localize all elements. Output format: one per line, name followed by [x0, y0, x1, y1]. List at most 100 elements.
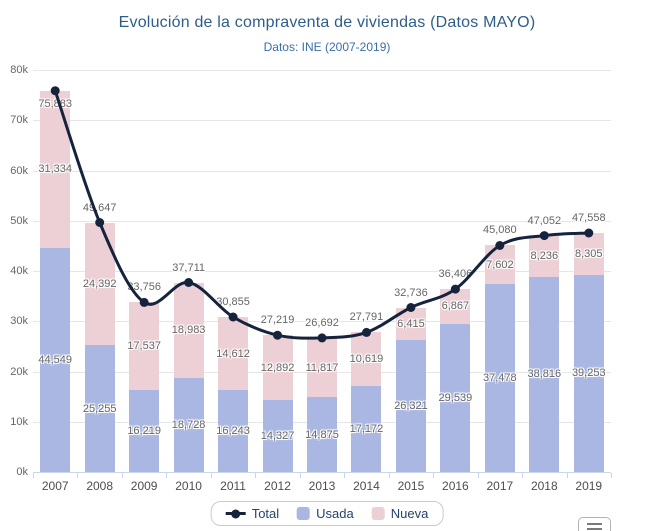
total-point-2018[interactable] [539, 231, 549, 241]
x-axis-label-2013: 2013 [308, 479, 336, 493]
total-point-2008[interactable] [95, 218, 105, 227]
x-axis-line [33, 472, 611, 473]
usada-value-label-2010: 18,728 [171, 418, 206, 431]
total-point-2012[interactable] [273, 330, 282, 340]
x-axis-label-2019: 2019 [575, 479, 603, 493]
total-value-label-2007: 75,883 [38, 97, 73, 110]
legend-label-usada: Usada [316, 506, 354, 521]
total-value-label-2017: 45,080 [483, 224, 517, 237]
nueva-value-label-2016: 6,867 [441, 300, 470, 313]
usada-value-label-2014: 17,172 [349, 422, 384, 435]
x-axis-label-2011: 2011 [220, 479, 246, 493]
y-axis-label: 30k [10, 315, 28, 328]
total-value-label-2014: 27,791 [349, 311, 384, 324]
nueva-value-label-2012: 12,892 [260, 361, 295, 374]
x-axis-label-2009: 2009 [130, 479, 158, 493]
usada-value-label-2017: 37,478 [483, 371, 517, 384]
total-value-label-2012: 27,219 [260, 314, 295, 327]
total-point-2013[interactable] [317, 333, 327, 343]
total-point-2010[interactable] [184, 278, 194, 287]
bar-usada-2011[interactable] [218, 390, 249, 472]
gridline [33, 271, 611, 272]
usada-value-label-2016: 29,539 [438, 391, 473, 404]
usada-value-label-2013: 14,875 [305, 428, 339, 441]
x-axis-tick [77, 473, 79, 478]
gridline [33, 120, 611, 122]
total-point-2007[interactable] [50, 86, 60, 96]
gridline [33, 220, 611, 222]
nueva-value-label-2011: 14,612 [216, 347, 250, 360]
x-axis-label-2018: 2018 [530, 479, 558, 493]
y-axis-label: 70k [10, 114, 28, 127]
total-point-2009[interactable] [139, 297, 149, 307]
bar-nueva-2012[interactable] [262, 335, 293, 400]
bar-usada-2008[interactable] [84, 345, 115, 472]
legend-item-usada[interactable]: Usada [297, 506, 354, 521]
y-axis-label: 10k [10, 415, 28, 428]
x-axis-tick [166, 473, 168, 478]
legend-label-total: Total [251, 506, 280, 521]
y-axis-label: 60k [10, 164, 28, 177]
bar-usada-2013[interactable] [307, 397, 337, 472]
legend-label-nueva: Nueva [390, 506, 429, 521]
usada-value-label-2007: 44,549 [38, 354, 73, 367]
nueva-value-label-2009: 17,537 [127, 340, 161, 353]
bar-usada-2015[interactable] [395, 339, 426, 472]
x-axis-tick [121, 473, 123, 478]
context-menu-button[interactable] [578, 517, 611, 531]
total-value-label-2015: 32,736 [394, 286, 428, 299]
total-point-2017[interactable] [495, 241, 505, 250]
x-axis-label-2010: 2010 [175, 479, 202, 493]
x-axis-tick [210, 473, 212, 478]
nueva-value-label-2010: 18,983 [171, 324, 206, 337]
legend-item-total[interactable]: Total [225, 506, 280, 521]
y-axis-label: 0k [16, 466, 28, 478]
total-point-2016[interactable] [450, 284, 460, 294]
total-value-label-2016: 36,406 [438, 268, 473, 281]
chart-subtitle: Datos: INE (2007-2019) [263, 40, 391, 54]
bar-usada-2014[interactable] [351, 385, 382, 472]
nueva-value-label-2007: 31,334 [38, 163, 73, 176]
hamburger-menu-icon [587, 523, 602, 525]
x-axis-tick [566, 473, 568, 478]
legend-item-nueva[interactable]: Nueva [371, 506, 429, 521]
total-value-label-2010: 37,711 [172, 261, 206, 274]
x-axis-tick [388, 473, 390, 478]
y-axis-label: 40k [10, 265, 28, 277]
usada-value-label-2009: 16,219 [127, 425, 161, 438]
bar-usada-2009[interactable] [129, 390, 160, 472]
nueva-value-label-2008: 24,392 [82, 277, 117, 290]
nueva-value-label-2019: 8,305 [575, 247, 603, 260]
nueva-value-label-2015: 6,415 [397, 317, 425, 330]
usada-value-label-2018: 38,816 [527, 368, 562, 381]
total-point-2014[interactable] [362, 327, 371, 337]
total-line-marker-icon [225, 509, 246, 518]
total-value-label-2008: 49,647 [82, 201, 117, 214]
total-value-label-2009: 33,756 [127, 281, 161, 294]
x-axis-label-2015: 2015 [397, 479, 425, 493]
total-point-2011[interactable] [228, 312, 238, 322]
x-axis-tick [344, 473, 346, 478]
y-axis-label: 80k [10, 64, 28, 76]
x-axis-tick [255, 473, 257, 478]
gridline [33, 70, 611, 71]
bar-nueva-2014[interactable] [351, 332, 382, 386]
x-axis-tick [477, 473, 479, 478]
total-value-label-2019: 47,558 [571, 212, 606, 225]
bar-usada-2010[interactable] [173, 377, 204, 472]
total-point-2015[interactable] [406, 303, 416, 312]
x-axis-tick [299, 473, 301, 478]
total-value-label-2018: 47,052 [527, 214, 562, 227]
bar-usada-2012[interactable] [262, 400, 293, 472]
bar-nueva-2013[interactable] [307, 337, 337, 398]
usada-swatch-icon [297, 507, 311, 520]
x-axis-label-2007: 2007 [41, 479, 69, 493]
y-axis-label: 50k [10, 214, 28, 227]
bar-usada-2016[interactable] [440, 323, 471, 472]
usada-value-label-2012: 14,327 [260, 430, 295, 442]
total-value-label-2011: 30,855 [216, 295, 250, 308]
x-axis-tick [433, 473, 435, 478]
total-point-2019[interactable] [584, 228, 594, 238]
y-axis-label: 20k [10, 365, 28, 378]
x-axis-label-2012: 2012 [264, 479, 291, 493]
